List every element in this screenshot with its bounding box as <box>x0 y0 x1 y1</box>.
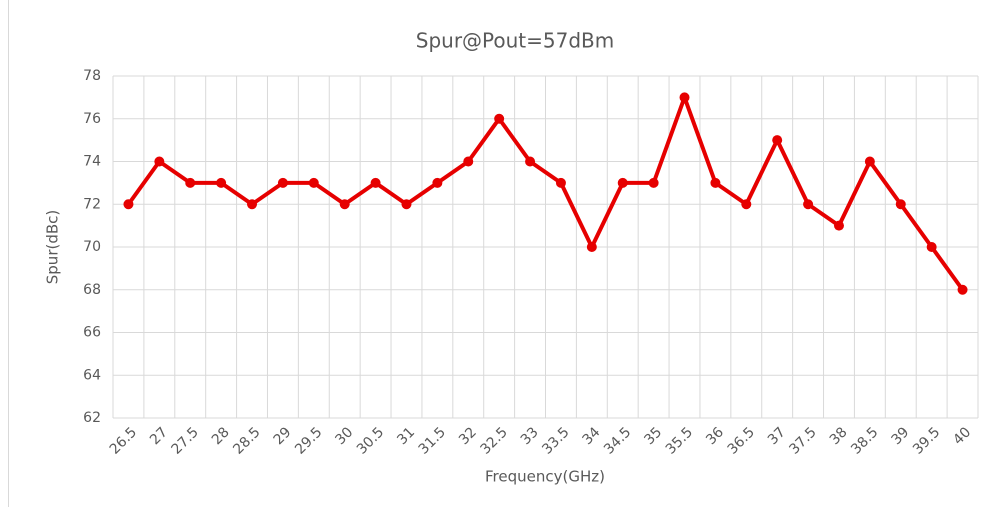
point <box>308 177 319 188</box>
y-tick-label: 72 <box>83 196 101 212</box>
line <box>126 95 965 291</box>
point <box>617 177 628 188</box>
y-tick-label: 66 <box>83 325 101 341</box>
y-axis-label: Spur(dBc) <box>44 210 62 284</box>
y-tick-label: 76 <box>83 111 101 127</box>
point <box>803 199 814 210</box>
point <box>247 199 258 210</box>
point <box>154 156 165 167</box>
point <box>277 177 288 188</box>
point <box>833 220 844 231</box>
point <box>370 177 381 188</box>
point <box>432 177 443 188</box>
point <box>123 199 134 210</box>
point <box>710 177 721 188</box>
point <box>648 177 659 188</box>
point <box>957 284 968 295</box>
y-tick-label: 68 <box>83 282 101 298</box>
y-tick-label: 70 <box>83 239 101 255</box>
point <box>895 199 906 210</box>
y-tick-label: 64 <box>83 367 101 383</box>
point <box>864 156 875 167</box>
point <box>741 199 752 210</box>
y-tick-label: 74 <box>83 154 101 170</box>
point <box>772 135 783 146</box>
point <box>926 242 937 252</box>
point <box>555 177 566 188</box>
point <box>494 113 505 124</box>
point <box>339 199 350 210</box>
point <box>216 177 227 188</box>
point <box>185 177 196 188</box>
point <box>463 156 474 167</box>
point <box>401 199 412 210</box>
x-axis-label: Frequency(GHz) <box>485 468 605 486</box>
point <box>525 156 536 167</box>
chart-border <box>8 0 996 507</box>
point <box>679 92 690 103</box>
y-tick-label: 62 <box>83 410 101 426</box>
chart-title: Spur@Pout=57dBm <box>416 29 615 53</box>
y-tick-label: 78 <box>83 68 101 84</box>
point <box>586 242 597 252</box>
